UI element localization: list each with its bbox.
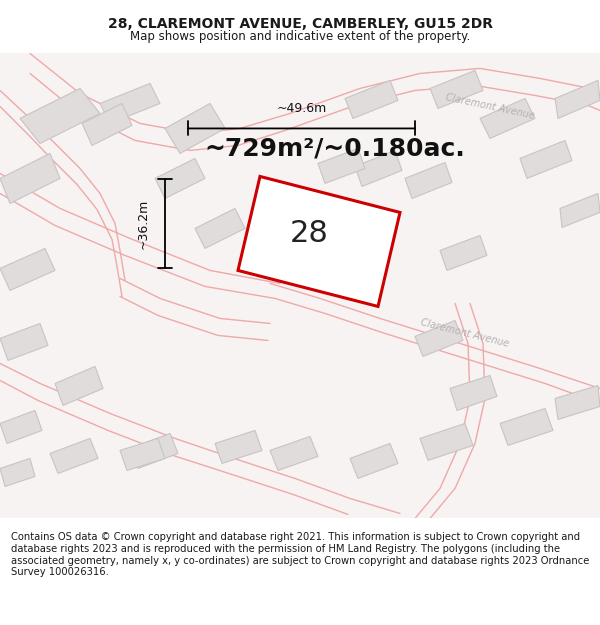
Polygon shape (405, 162, 452, 199)
Polygon shape (520, 141, 572, 179)
Polygon shape (155, 158, 205, 199)
Polygon shape (100, 83, 160, 124)
Polygon shape (120, 439, 165, 471)
Polygon shape (555, 81, 600, 119)
Polygon shape (195, 209, 245, 248)
Polygon shape (82, 103, 132, 146)
Polygon shape (55, 366, 103, 406)
Polygon shape (500, 409, 553, 446)
Text: ~36.2m: ~36.2m (137, 198, 149, 249)
Polygon shape (130, 434, 178, 469)
Polygon shape (0, 459, 35, 486)
Polygon shape (318, 148, 365, 184)
Polygon shape (165, 103, 225, 153)
Polygon shape (0, 324, 48, 361)
Text: Contains OS data © Crown copyright and database right 2021. This information is : Contains OS data © Crown copyright and d… (11, 532, 589, 578)
Polygon shape (355, 151, 402, 186)
Polygon shape (350, 444, 398, 479)
Text: ~49.6m: ~49.6m (277, 102, 326, 115)
Text: 28: 28 (290, 219, 328, 248)
Polygon shape (238, 176, 400, 306)
Polygon shape (450, 376, 497, 411)
Polygon shape (270, 436, 318, 471)
Polygon shape (440, 236, 487, 271)
Polygon shape (420, 424, 473, 461)
Polygon shape (430, 71, 483, 109)
Polygon shape (50, 439, 98, 474)
Polygon shape (20, 88, 100, 143)
Polygon shape (415, 321, 463, 356)
Polygon shape (215, 431, 262, 464)
Text: Claremont Avenue: Claremont Avenue (420, 318, 510, 349)
Polygon shape (560, 194, 600, 228)
Polygon shape (480, 98, 535, 138)
Polygon shape (555, 386, 600, 419)
Polygon shape (0, 153, 60, 204)
Text: Claremont Avenue: Claremont Avenue (445, 92, 535, 121)
Polygon shape (0, 411, 42, 444)
Polygon shape (0, 248, 55, 291)
Text: 28, CLAREMONT AVENUE, CAMBERLEY, GU15 2DR: 28, CLAREMONT AVENUE, CAMBERLEY, GU15 2D… (107, 17, 493, 31)
Polygon shape (345, 81, 398, 119)
Text: ~729m²/~0.180ac.: ~729m²/~0.180ac. (205, 136, 466, 161)
Text: Map shows position and indicative extent of the property.: Map shows position and indicative extent… (130, 30, 470, 42)
